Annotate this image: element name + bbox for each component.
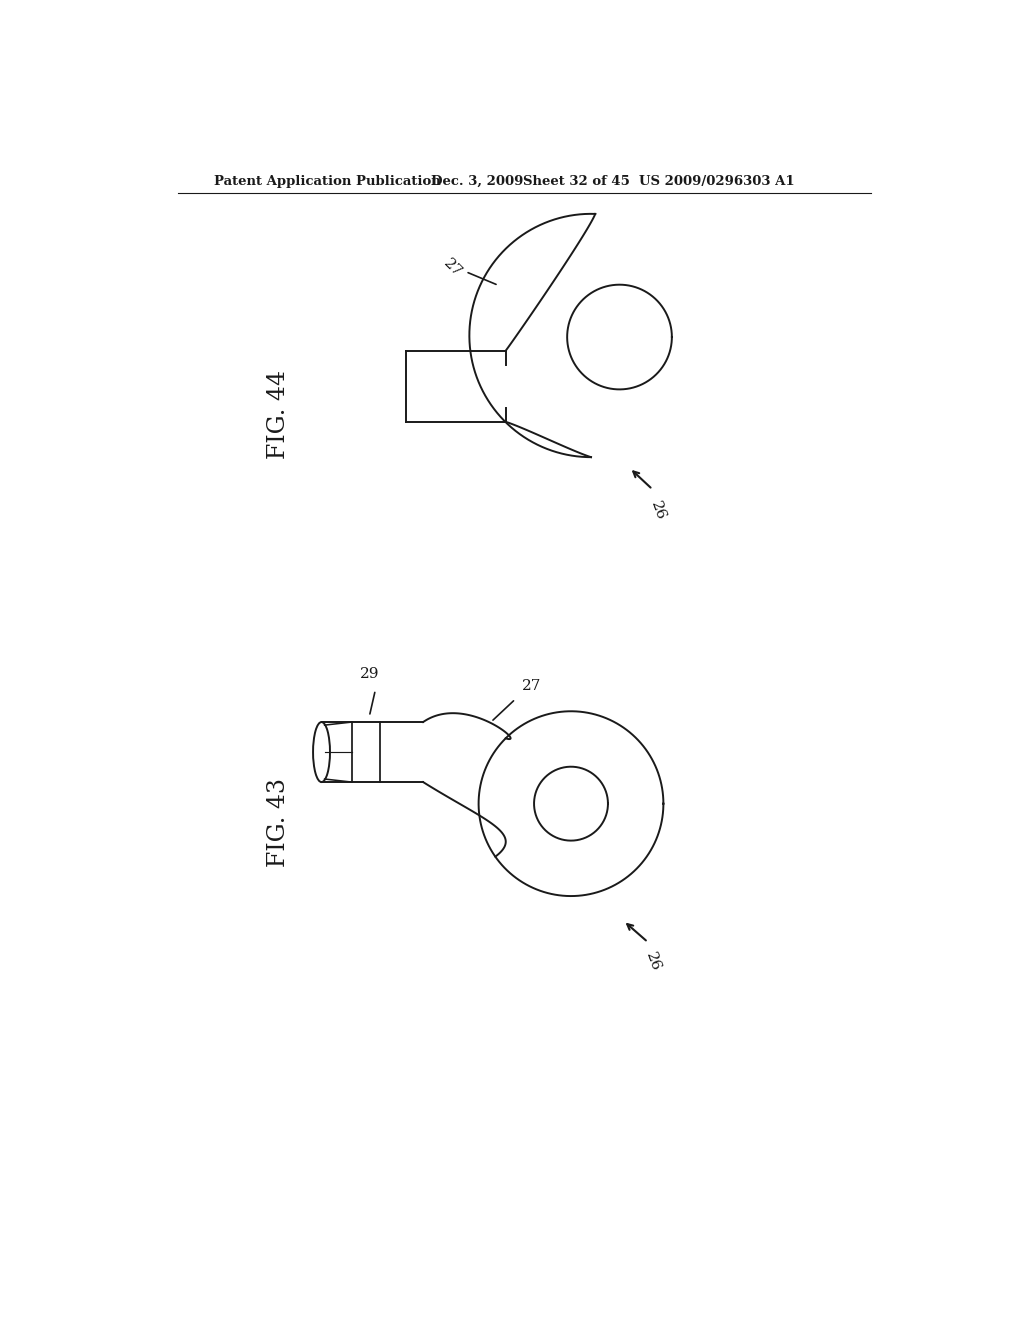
Text: Patent Application Publication: Patent Application Publication (214, 176, 440, 187)
Text: FIG. 43: FIG. 43 (267, 777, 290, 867)
Text: 26: 26 (648, 499, 668, 521)
Text: Sheet 32 of 45: Sheet 32 of 45 (523, 176, 630, 187)
Text: US 2009/0296303 A1: US 2009/0296303 A1 (639, 176, 795, 187)
Text: 27: 27 (521, 678, 541, 693)
Text: 29: 29 (359, 667, 379, 681)
Text: Dec. 3, 2009: Dec. 3, 2009 (431, 176, 523, 187)
Text: 26: 26 (643, 950, 664, 974)
Text: FIG. 44: FIG. 44 (267, 370, 290, 459)
Text: 27: 27 (440, 256, 464, 280)
